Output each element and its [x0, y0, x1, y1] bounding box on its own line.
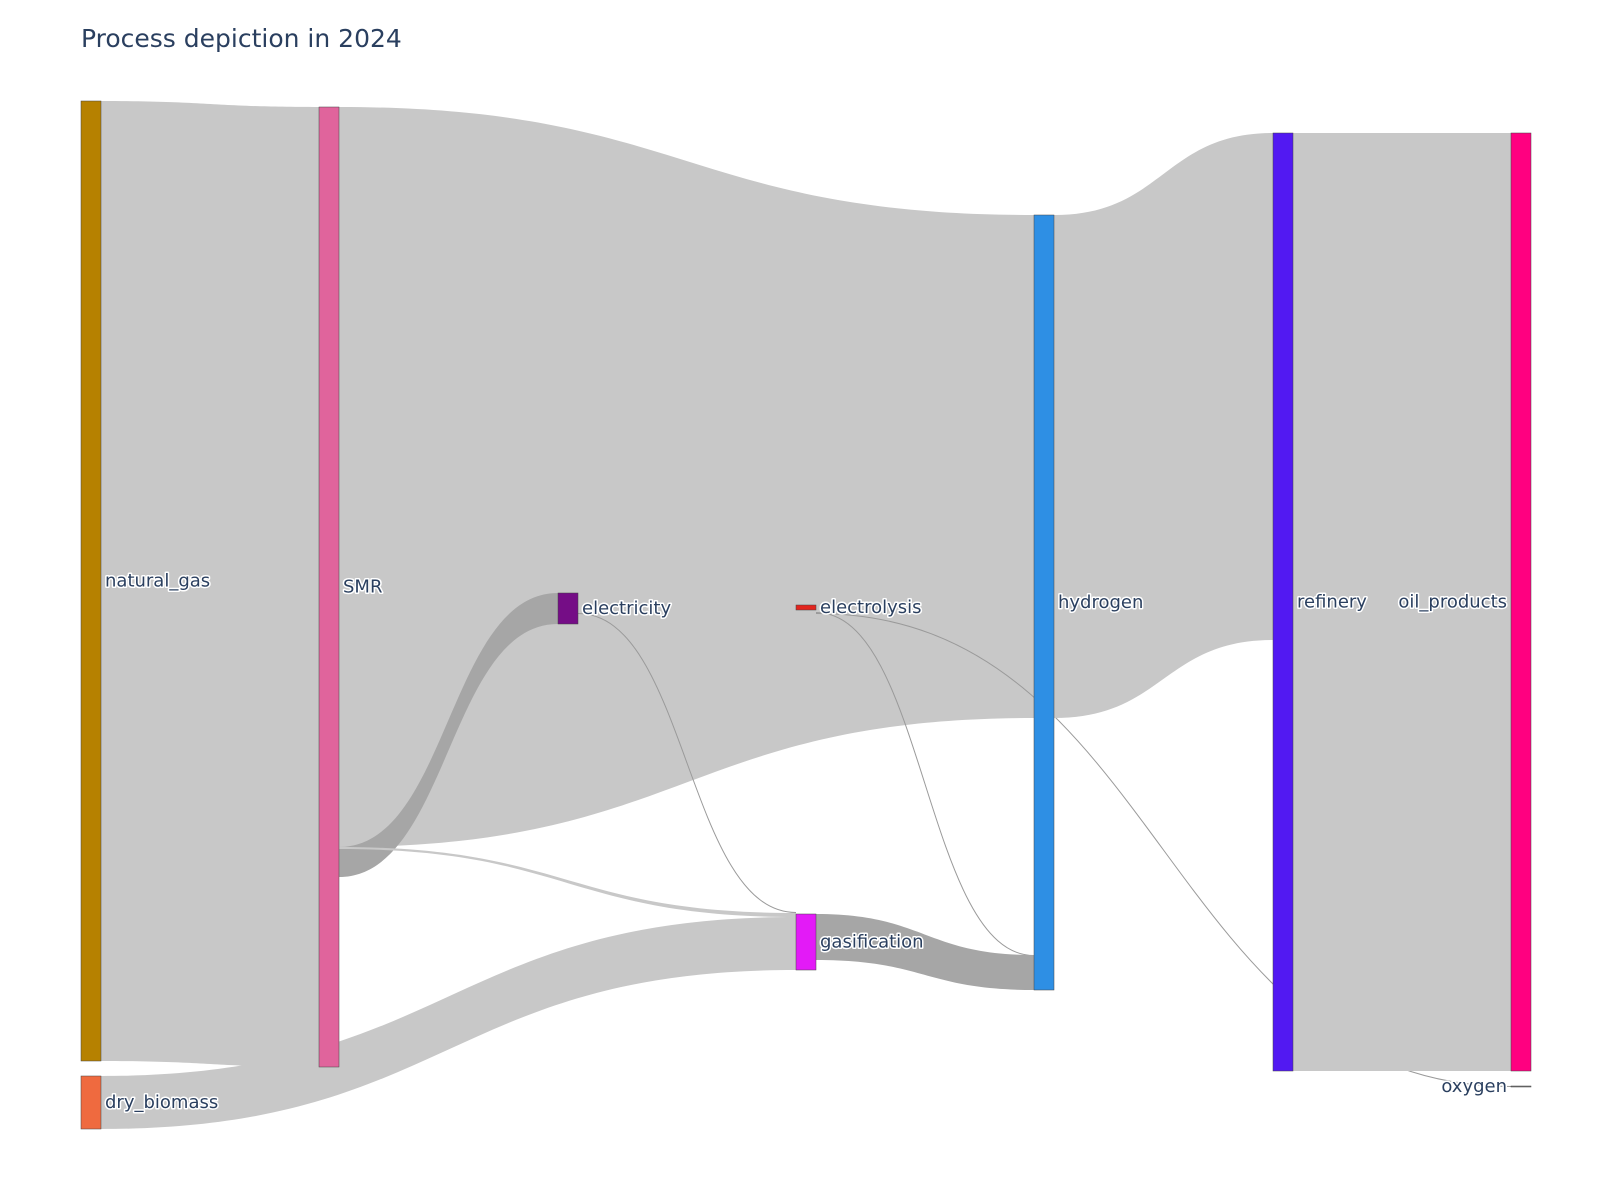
link-refinery-to-oil_products[interactable]	[1293, 133, 1511, 1071]
labels-layer: natural_gas dry_biomass SMR electricity elec…	[104, 569, 1509, 1115]
node-label-natural-gas: natural_gas	[105, 571, 210, 592]
node-gasification[interactable]	[795, 913, 817, 971]
link-SMR-to-hydrogen[interactable]	[339, 107, 1034, 847]
node-electrolysis[interactable]	[795, 604, 817, 611]
node-dry-biomass[interactable]	[80, 1075, 102, 1130]
node-label-electrolysis: electrolysis	[820, 597, 922, 618]
node-label-SMR: SMR	[343, 577, 382, 598]
node-label-electricity: electricity	[582, 598, 671, 619]
links-layer	[101, 101, 1512, 1129]
node-natural-gas[interactable]	[80, 100, 102, 1062]
node-label-hydrogen: hydrogen	[1058, 592, 1143, 613]
node-label-oxygen: oxygen	[1441, 1076, 1507, 1097]
node-hydrogen[interactable]	[1033, 214, 1055, 991]
node-label-oil-products: oil_products	[1398, 592, 1507, 613]
link-SMR-to-gasification[interactable]	[339, 847, 796, 917]
link-electricity-to-gasification[interactable]	[577, 613, 797, 913]
node-label-dry-biomass: dry_biomass	[105, 1092, 218, 1113]
link-electricity-to-electrolysis[interactable]	[578, 593, 796, 610]
nodes-layer	[80, 100, 1532, 1130]
node-label-refinery: refinery	[1297, 592, 1367, 613]
link-SMR-to-electricity[interactable]	[339, 593, 558, 877]
link-hydrogen-to-refinery[interactable]	[1054, 133, 1273, 718]
node-SMR[interactable]	[318, 106, 340, 1068]
link-electrolysis-to-hydrogen[interactable]	[815, 612, 1035, 956]
node-label-gasification: gasification	[820, 932, 924, 953]
node-refinery[interactable]	[1272, 132, 1294, 1072]
node-electricity[interactable]	[557, 592, 579, 625]
chart-title: Process depiction in 2024	[81, 24, 402, 53]
node-oxygen[interactable]	[1510, 1085, 1532, 1088]
link-dry_biomass-to-gasification[interactable]	[101, 917, 796, 1129]
link-natural_gas-to-SMR[interactable]	[101, 101, 319, 1067]
node-oil-products[interactable]	[1510, 132, 1532, 1072]
link-gasification-to-hydrogen[interactable]	[816, 914, 1034, 990]
